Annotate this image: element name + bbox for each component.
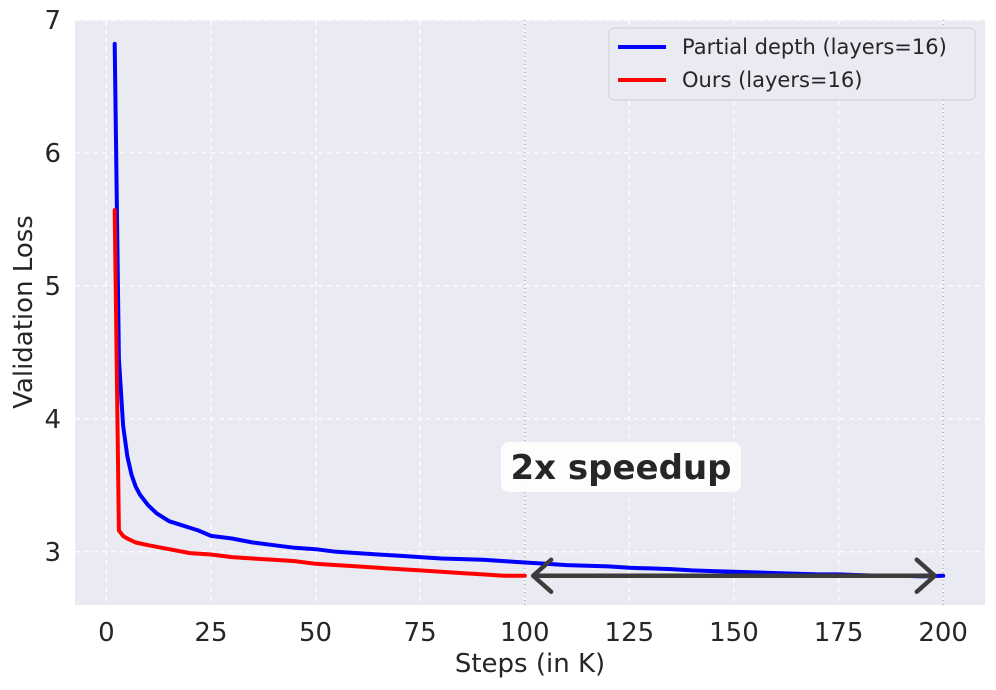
- y-tick-label: 3: [44, 538, 61, 568]
- y-axis-title: Validation Loss: [9, 215, 39, 409]
- x-tick-label: 100: [500, 618, 550, 648]
- series-line-ours: [112, 208, 527, 578]
- series-line-partial-depth: [112, 41, 946, 579]
- tick-labels: 0 25 50 75 100 125 150 175 200 3 4 5 6 7: [44, 6, 968, 648]
- legend-label-ours: Ours (layers=16): [682, 68, 862, 92]
- annotation-background: [501, 442, 741, 492]
- x-tick-label: 25: [194, 618, 227, 648]
- x-tick-label: 50: [299, 618, 332, 648]
- x-tick-label: 75: [404, 618, 437, 648]
- x-tick-label: 200: [918, 618, 968, 648]
- reference-lines: [524, 20, 944, 605]
- plot-background: [75, 20, 985, 605]
- x-tick-label: 150: [709, 618, 759, 648]
- legend-label-partial-depth: Partial depth (layers=16): [682, 35, 947, 59]
- y-tick-label: 5: [44, 272, 61, 302]
- x-tick-label: 125: [605, 618, 655, 648]
- y-tick-label: 4: [44, 405, 61, 435]
- series-lines: [112, 41, 946, 579]
- x-axis-title: Steps (in K): [455, 649, 605, 679]
- legend: Partial depth (layers=16) Ours (layers=1…: [608, 27, 976, 101]
- y-tick-label: 7: [44, 6, 61, 36]
- speedup-arrow: [530, 557, 938, 594]
- y-tick-label: 6: [44, 139, 61, 169]
- x-tick-label: 0: [98, 618, 115, 648]
- legend-frame: [608, 27, 976, 101]
- annotation-text: 2x speedup: [511, 448, 732, 488]
- x-tick-label: 175: [814, 618, 864, 648]
- arrow-head-right: [914, 557, 938, 594]
- arrow-head-left: [530, 557, 554, 594]
- annotation-box: 2x speedup: [501, 442, 741, 492]
